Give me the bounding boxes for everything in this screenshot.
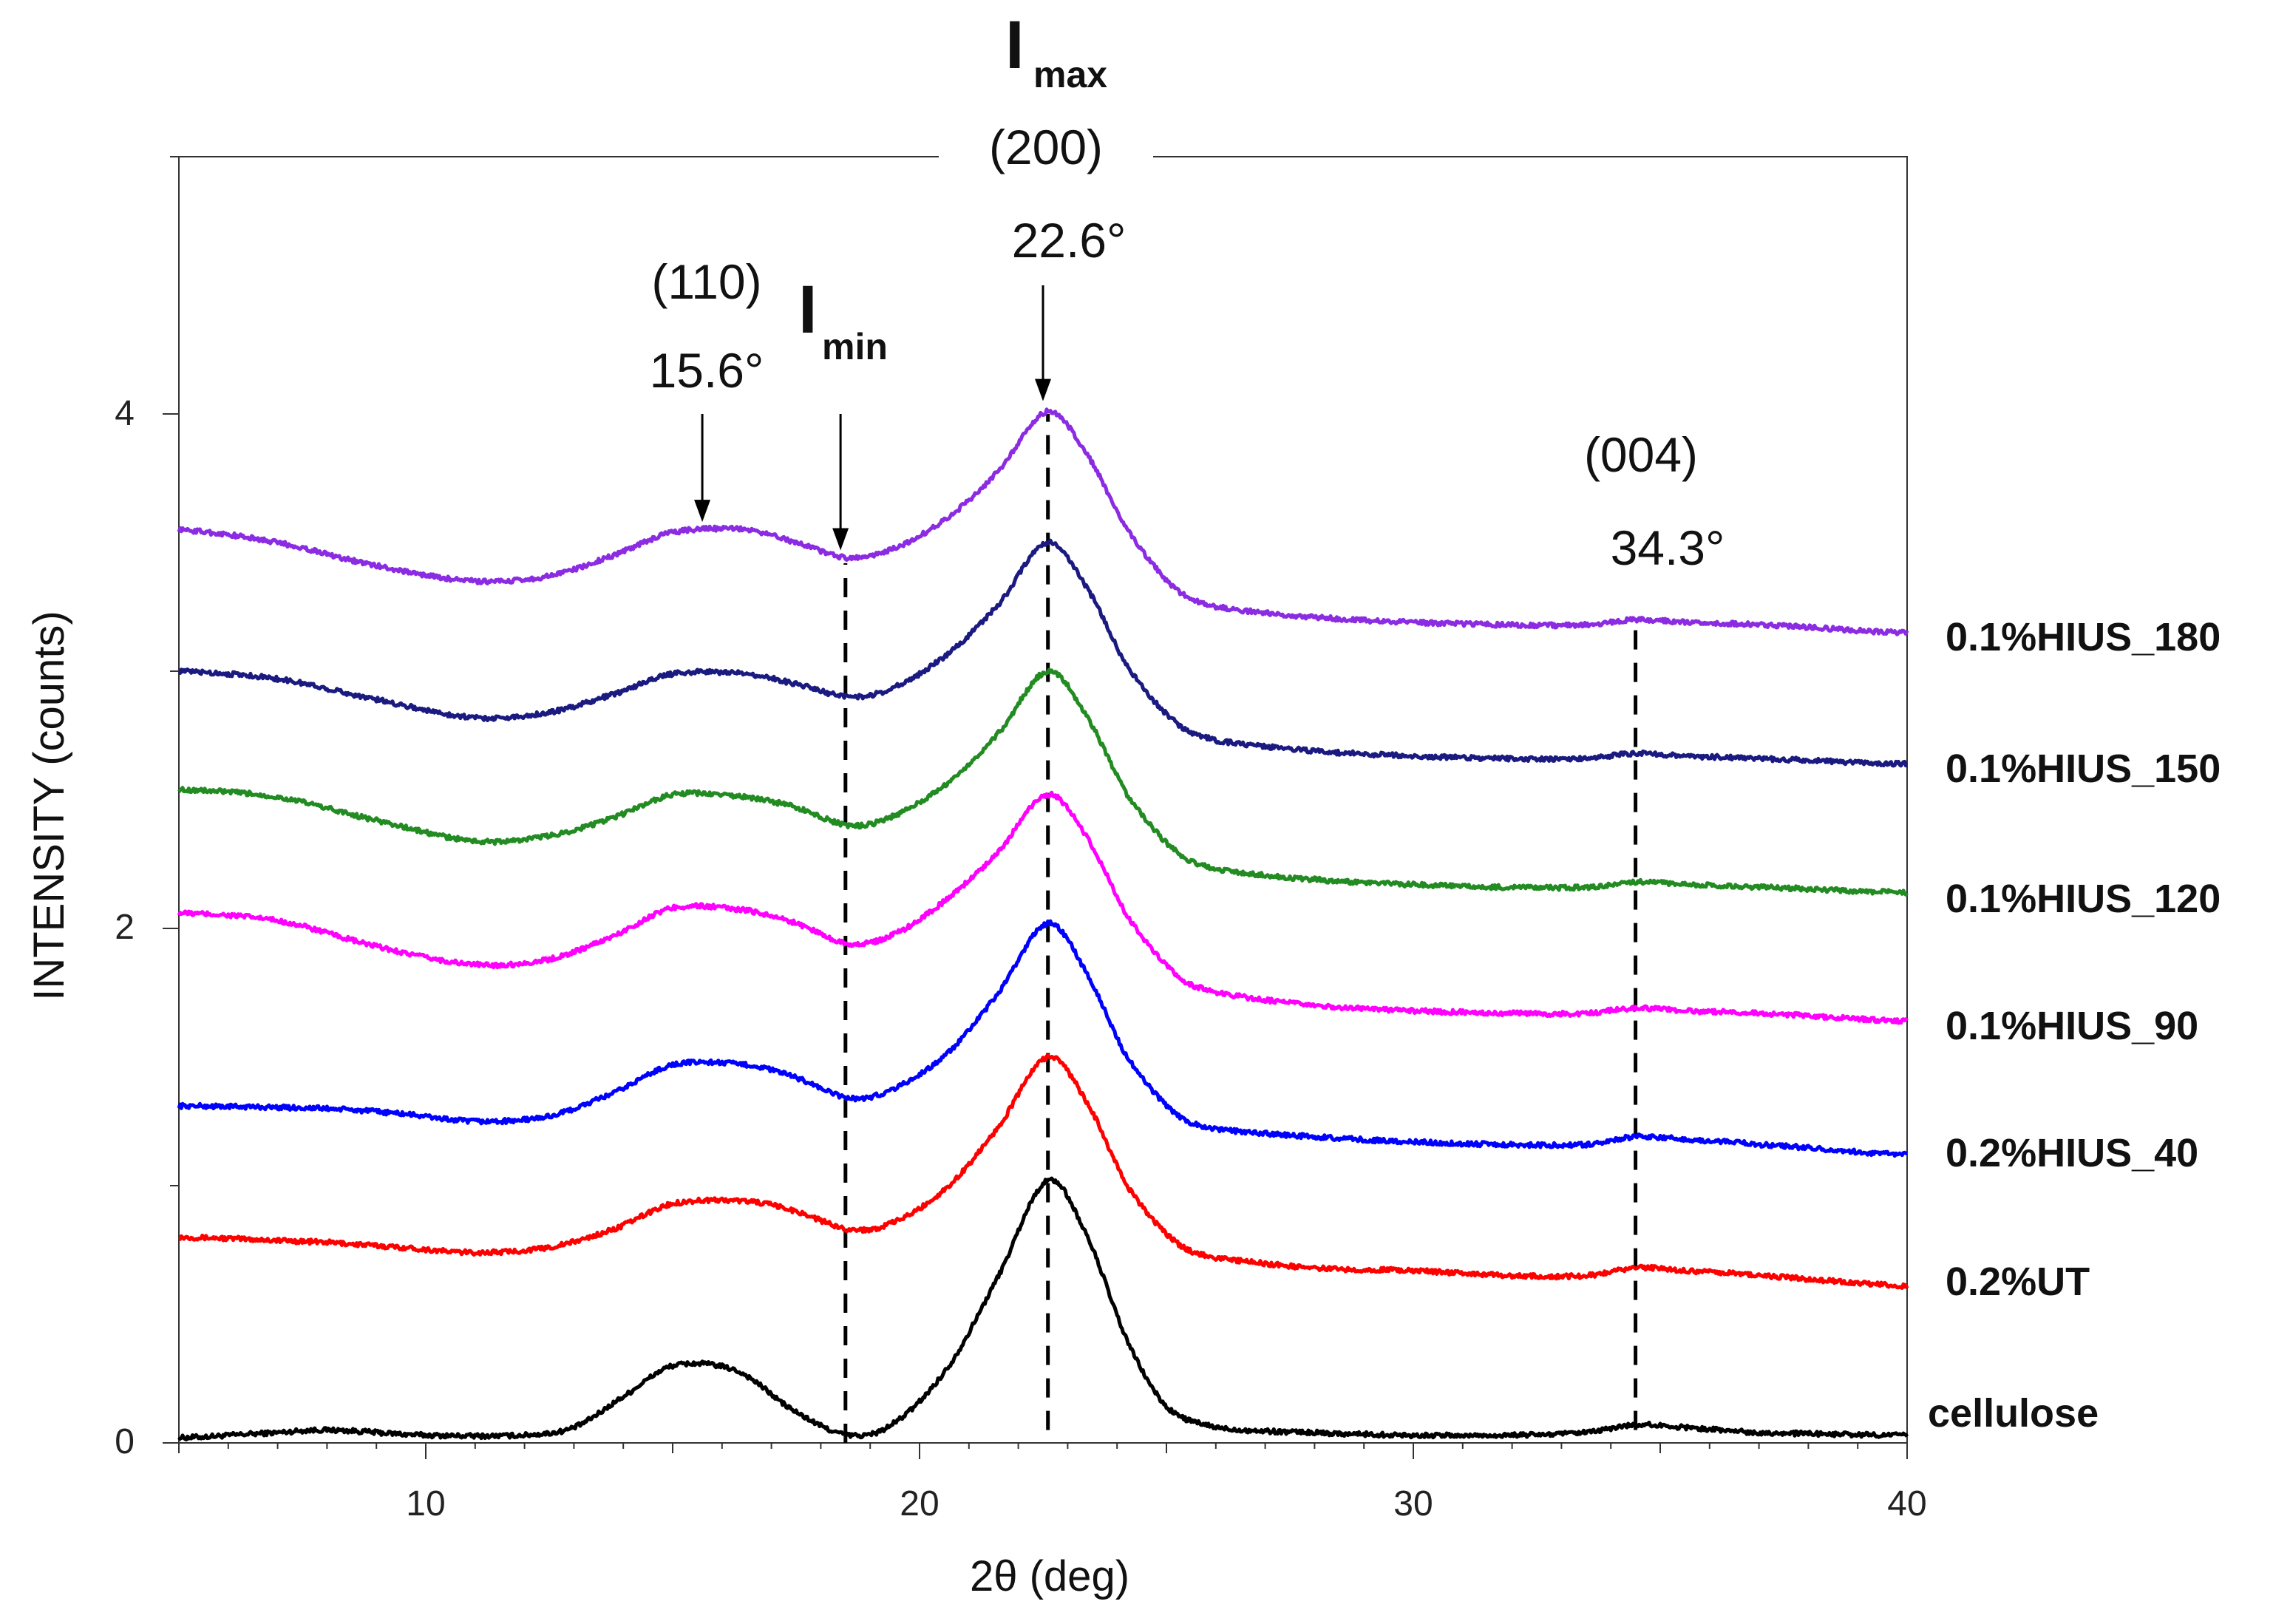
arrow-imin-head — [832, 528, 849, 551]
imax-label: I — [1005, 7, 1025, 83]
series-line-0-1-hius-150 — [178, 538, 1908, 768]
series-label-hius-150: 0.1%HIUS_150 — [1946, 747, 2221, 791]
x-tick-label-40: 40 — [1887, 1484, 1926, 1523]
series-line-0-1-hius-180 — [177, 407, 1909, 636]
arrow-imax-head — [1035, 378, 1051, 401]
label-200-background — [939, 111, 1153, 177]
arrow-110-head — [694, 500, 711, 523]
series-line-0-1-hius-90 — [177, 790, 1909, 1025]
imax-subscript: max — [1033, 54, 1107, 95]
peak-004-label: (004) — [1584, 427, 1698, 482]
x-axis-title: 2θ (deg) — [970, 1552, 1129, 1600]
peak-110-label: (110) — [651, 254, 761, 309]
peak-110-angle: 15.6° — [650, 343, 764, 398]
series-line-cellulose — [177, 1176, 1909, 1441]
x-tick-label-20: 20 — [900, 1484, 939, 1523]
peak-200-label: (200) — [989, 120, 1103, 174]
imin-label: I — [798, 272, 818, 347]
axis-ticks — [163, 156, 1908, 1459]
x-tick-label-30: 30 — [1393, 1484, 1433, 1523]
guide-lines — [694, 285, 1638, 1443]
imin-subscript: min — [822, 326, 888, 367]
x-tick-label-10: 10 — [406, 1484, 445, 1523]
series-line-0-2-ut — [178, 1053, 1909, 1290]
peak-004-angle: 34.3° — [1611, 520, 1725, 575]
peak-200-angle: 22.6° — [1012, 213, 1127, 268]
series-label-hius-90: 0.1%HIUS_90 — [1946, 1004, 2198, 1048]
series-label-ut: 0.2%UT — [1946, 1260, 2090, 1304]
y-tick-label-2: 2 — [115, 908, 135, 947]
series-label-hius-120: 0.1%HIUS_120 — [1946, 877, 2221, 921]
series-line-0-1-hius-120 — [177, 667, 1909, 897]
series-label-cellulose: cellulose — [1928, 1391, 2099, 1436]
y-axis-title: INTENSITY (counts) — [25, 611, 73, 1001]
series-group — [177, 407, 1909, 1441]
y-tick-label-0: 0 — [115, 1422, 135, 1461]
y-tick-label-4: 4 — [115, 394, 135, 433]
series-line-0-2-hius-40 — [177, 919, 1908, 1158]
series-label-hius-40: 0.2%HIUS_40 — [1946, 1131, 2198, 1175]
series-label-hius-180: 0.1%HIUS_180 — [1946, 615, 2221, 659]
